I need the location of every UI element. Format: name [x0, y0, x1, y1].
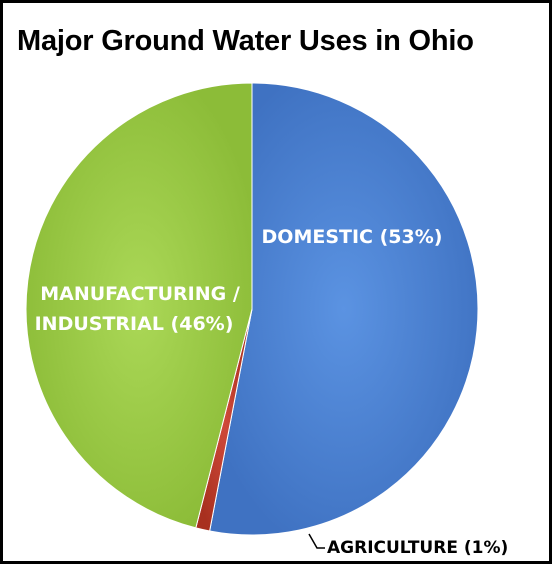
- pie-chart: DOMESTIC (53%) MANUFACTURING / INDUSTRIA…: [25, 82, 508, 558]
- chart-title: Major Ground Water Uses in Ohio: [17, 25, 474, 57]
- data-label-domestic: DOMESTIC (53%): [262, 226, 443, 248]
- pie-slices: [25, 82, 479, 536]
- data-label-manufacturing-line1: MANUFACTURING /: [40, 283, 240, 305]
- pie-slice-domestic: [209, 82, 479, 536]
- data-label-agriculture: AGRICULTURE (1%): [327, 538, 508, 558]
- leader-line-agriculture: [308, 533, 325, 549]
- pie-slice-manufacturing-industrial: [25, 82, 253, 529]
- data-label-manufacturing-line2: INDUSTRIAL (46%): [35, 313, 234, 335]
